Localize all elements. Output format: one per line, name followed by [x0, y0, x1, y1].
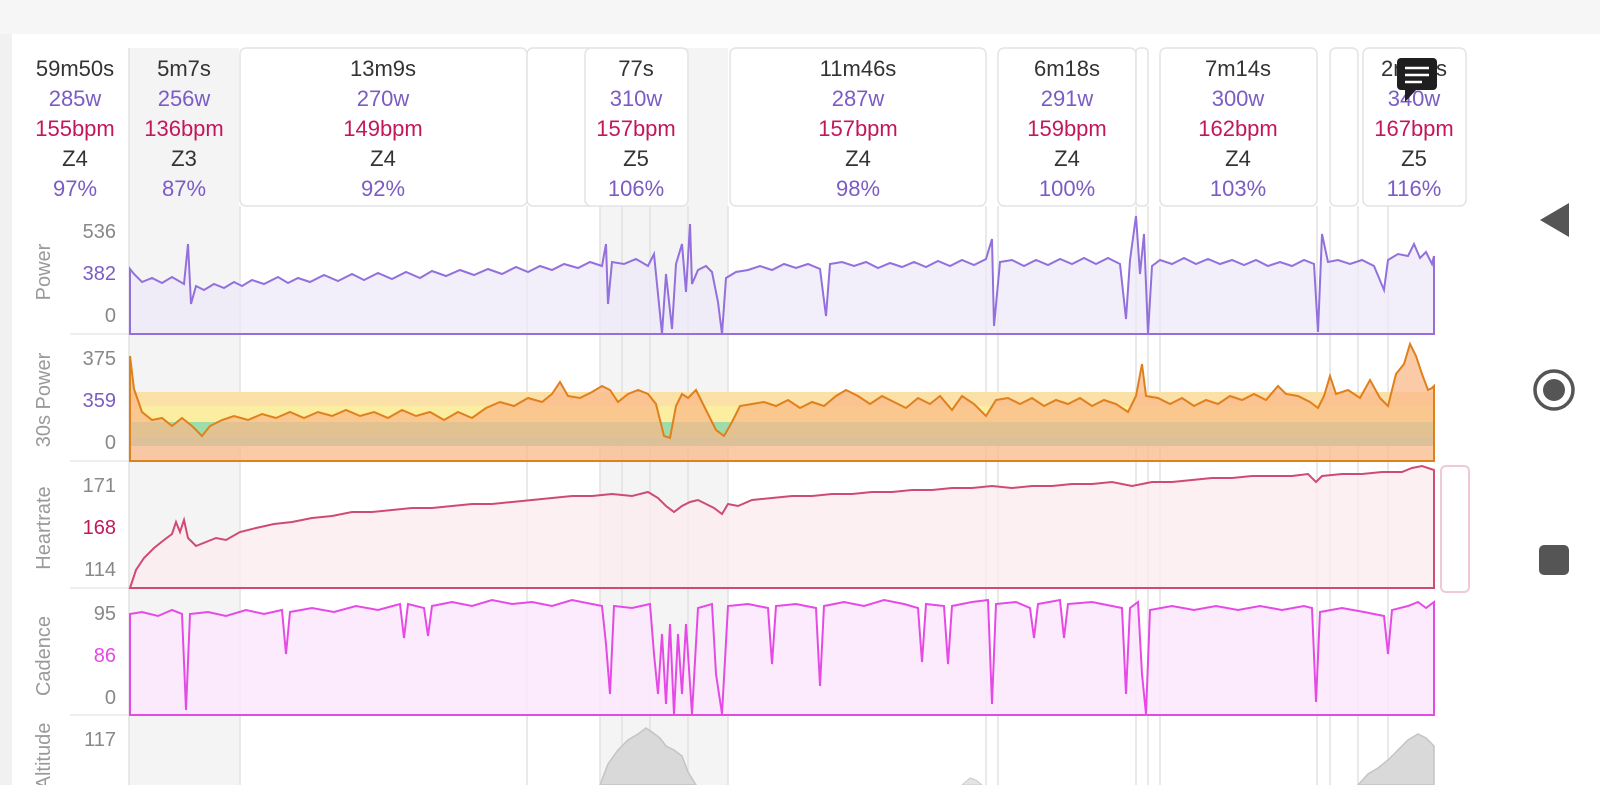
altitude-chart: Altitude 117: [33, 723, 1435, 789]
summary-time: 59m50s: [36, 56, 114, 81]
lap-6[interactable]: 7m14s 300w 162bpm Z4 103%: [1198, 56, 1278, 201]
lap-pct: 87%: [162, 176, 206, 201]
ride-graphs: 59m50s 285w 155bpm Z4 97% 5m7s 256w 136b…: [33, 47, 1467, 789]
cadence-chart: Cadence 95 86 0: [33, 598, 1435, 716]
power30s-series: [129, 341, 1435, 462]
heartrate-series: [128, 464, 1435, 589]
lap-pct: 92%: [361, 176, 405, 201]
home-button[interactable]: [1530, 366, 1578, 414]
summary-stats: 59m50s 285w 155bpm Z4 97%: [35, 56, 115, 201]
lap-zone: Z4: [1054, 146, 1080, 171]
heartrate-axis-title: Heartrate: [33, 486, 55, 569]
cadence-axis-current: 86: [94, 645, 116, 667]
lap-watts: 287w: [832, 86, 885, 111]
summary-pct: 97%: [53, 176, 97, 201]
lap-watts: 300w: [1212, 86, 1265, 111]
lap-pct: 116%: [1387, 176, 1442, 201]
heartrate-axis-current: 168: [83, 517, 116, 539]
altitude-series-3: [960, 777, 984, 786]
power-series: [129, 215, 1435, 335]
lap-time: 7m14s: [1205, 56, 1271, 81]
lap-bpm: 149bpm: [343, 116, 423, 141]
home-circle-icon: [1533, 369, 1575, 411]
heartrate-axis-min: 114: [84, 559, 116, 581]
analysis-card: 59m50s 285w 155bpm Z4 97% 5m7s 256w 136b…: [12, 34, 1503, 789]
lap-zone: Z4: [1225, 146, 1251, 171]
lap-pct: 106%: [608, 176, 664, 201]
lap-zone: Z4: [845, 146, 871, 171]
power30s-axis-min: 0: [105, 432, 116, 454]
summary-zone: Z4: [62, 146, 88, 171]
lap-watts: 256w: [158, 86, 211, 111]
lap-7[interactable]: 2m22s 340w 167bpm Z5 116%: [1374, 56, 1454, 201]
cadence-axis-max: 95: [94, 603, 116, 625]
lap-zone: Z4: [370, 146, 396, 171]
lap-bpm: 136bpm: [144, 116, 224, 141]
power-axis-min: 0: [105, 305, 116, 327]
lap-bpm: 159bpm: [1027, 116, 1107, 141]
lap-2[interactable]: 13m9s 270w 149bpm Z4 92%: [343, 56, 423, 201]
power-axis-max: 536: [83, 221, 116, 243]
lap-watts: 310w: [610, 86, 663, 111]
lap-1[interactable]: 5m7s 256w 136bpm Z3 87%: [144, 56, 224, 201]
lap-watts: 291w: [1041, 86, 1094, 111]
top-bar: [0, 0, 1600, 35]
lap-bpm: 157bpm: [818, 116, 898, 141]
lap-zone: Z5: [1401, 146, 1427, 171]
power30s-axis-max: 375: [83, 348, 116, 370]
comment-button[interactable]: [1397, 58, 1437, 102]
lap-time: 13m9s: [350, 56, 416, 81]
lap-pct: 100%: [1039, 176, 1095, 201]
lap-time: 77s: [618, 56, 653, 81]
lap-time: 11m46s: [820, 56, 897, 81]
summary-watts: 285w: [49, 86, 102, 111]
lap-bpm: 167bpm: [1374, 116, 1454, 141]
lap-5[interactable]: 6m18s 291w 159bpm Z4 100%: [1027, 56, 1107, 201]
cadence-axis-min: 0: [105, 687, 116, 709]
lap-time: 6m18s: [1034, 56, 1100, 81]
lap-3[interactable]: 77s 310w 157bpm Z5 106%: [596, 56, 676, 201]
heartrate-axis-max: 171: [83, 475, 116, 497]
lap-bpm: 157bpm: [596, 116, 676, 141]
altitude-axis-title: Altitude: [33, 723, 55, 785]
altitude-axis-max: 117: [84, 729, 116, 751]
altitude-series: [598, 727, 698, 786]
cadence-axis-title: Cadence: [33, 616, 55, 696]
back-button[interactable]: [1530, 196, 1578, 244]
recents-square-icon: [1539, 545, 1569, 575]
heartrate-chart: Heartrate 171 168 114: [33, 464, 1435, 589]
cadence-series: [129, 598, 1435, 716]
power-axis-title: Power: [33, 243, 55, 300]
lap-time: 5m7s: [157, 56, 211, 81]
power30s-axis-current: 359: [83, 390, 116, 412]
lap-pct: 103%: [1210, 176, 1266, 201]
power30s-axis-title: 30s Power: [33, 352, 55, 447]
power30s-chart: 30s Power 375 359 0: [33, 341, 1435, 462]
recents-button[interactable]: [1530, 536, 1578, 584]
lap-4[interactable]: 11m46s 287w 157bpm Z4 98%: [818, 56, 898, 201]
lap-zone: Z5: [623, 146, 649, 171]
lap-bpm: 162bpm: [1198, 116, 1278, 141]
lap-boxes: [239, 47, 1467, 207]
scroll-handle[interactable]: [1440, 465, 1470, 593]
lap-pct: 98%: [836, 176, 880, 201]
altitude-series-2: [1356, 733, 1435, 786]
power-chart: Power 536 382 0: [33, 215, 1435, 335]
power-axis-current: 382: [83, 263, 116, 285]
lap-zone: Z3: [171, 146, 197, 171]
lap-watts: 270w: [357, 86, 410, 111]
summary-bpm: 155bpm: [35, 116, 115, 141]
back-triangle-icon: [1540, 203, 1569, 237]
